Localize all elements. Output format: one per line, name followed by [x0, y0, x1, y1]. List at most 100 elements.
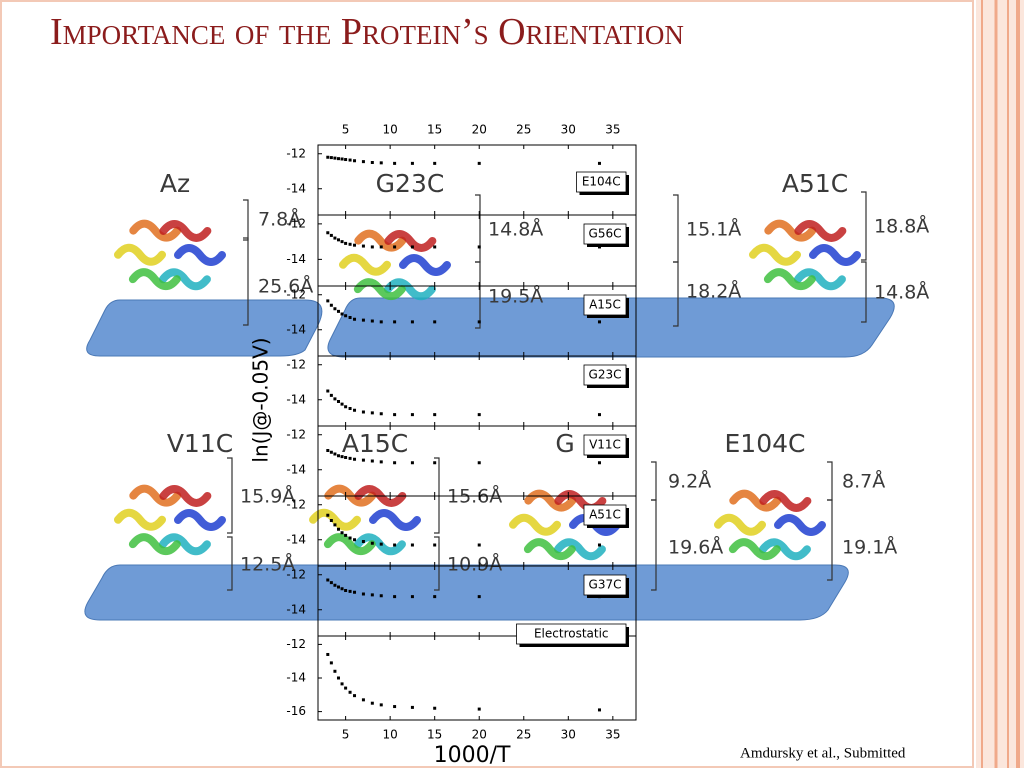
- protein-ribbon: [809, 244, 861, 266]
- distance-bracket: [673, 261, 679, 327]
- data-point: [361, 698, 365, 702]
- label-box: [583, 294, 627, 316]
- data-point: [353, 457, 357, 461]
- data-point: [379, 320, 383, 324]
- data-point: [336, 676, 340, 680]
- label-box: [516, 623, 627, 645]
- x-tick-label: 35: [605, 728, 620, 742]
- distance-bracket: [475, 261, 481, 329]
- distance-label: 25.6Å: [258, 275, 313, 298]
- protein-ribbon: [158, 533, 211, 556]
- data-point: [477, 595, 481, 599]
- protein-ribbon: [728, 538, 781, 561]
- data-point: [333, 669, 337, 673]
- data-point: [348, 158, 352, 162]
- data-point: [329, 156, 333, 160]
- data-point: [361, 458, 365, 462]
- data-point: [410, 413, 414, 417]
- protein-ribbon: [369, 509, 421, 531]
- data-point: [433, 320, 437, 324]
- y-tick-label: -14: [286, 252, 306, 266]
- data-point: [379, 161, 383, 165]
- protein-name: A15C: [342, 429, 408, 458]
- label-box: [583, 223, 627, 245]
- distance-bracket: [861, 191, 867, 261]
- data-point: [410, 543, 414, 547]
- data-point: [326, 299, 330, 303]
- platform: [327, 297, 895, 358]
- data-point: [353, 538, 357, 542]
- protein-name: G23C: [376, 169, 445, 198]
- distance-label: 19.1Å: [842, 536, 897, 559]
- data-point: [340, 402, 344, 406]
- data-point: [477, 707, 481, 711]
- data-point: [433, 706, 437, 710]
- x-tick-label: 30: [561, 123, 576, 137]
- data-point: [336, 309, 340, 313]
- panel-label: G23C: [589, 368, 622, 382]
- data-point: [393, 245, 397, 249]
- distance-label: 15.9Å: [240, 485, 295, 508]
- panel-label: G37C: [589, 578, 622, 592]
- data-point: [393, 461, 397, 465]
- protein-illustration: Az 7.8Å 25.6Å G23C 14.8Å 19.5Å A51C 15.1Å 18.2Å 1…: [84, 169, 929, 621]
- data-point: [344, 241, 348, 245]
- data-point: [340, 682, 344, 686]
- protein-ribbon: [159, 484, 212, 507]
- y-tick-label: -14: [286, 671, 306, 685]
- protein-ribbon: [174, 509, 226, 531]
- data-point: [433, 461, 437, 465]
- x-tick-label: 25: [516, 728, 531, 742]
- distance-label: 9.2Å: [668, 470, 711, 493]
- y-tick-label: -12: [286, 637, 306, 651]
- x-tick-label: 5: [342, 123, 350, 137]
- protein-ribbon: [309, 508, 362, 531]
- data-point: [379, 460, 383, 464]
- distance-bracket: [227, 457, 233, 534]
- data-point: [361, 540, 365, 543]
- y-tick-label: -14: [286, 392, 306, 406]
- y-tick-label: -16: [286, 704, 306, 718]
- panel-label: G56C: [589, 227, 622, 241]
- protein-name: G: [555, 429, 574, 458]
- distance-bracket: [827, 461, 833, 501]
- data-point: [379, 542, 383, 546]
- data-point: [329, 661, 333, 665]
- data-point: [340, 312, 344, 316]
- data-point: [326, 231, 330, 235]
- data-point: [336, 400, 340, 403]
- protein-ribbon: [129, 484, 182, 507]
- slide-title: Importance of the Protein’s Orientation: [50, 11, 684, 53]
- data-point: [410, 161, 414, 165]
- x-tick-label: 15: [427, 123, 442, 137]
- data-point: [333, 452, 337, 456]
- platform: [84, 564, 849, 621]
- data-point: [353, 694, 357, 698]
- y-tick-label: -12: [286, 287, 306, 301]
- data-point: [348, 690, 352, 694]
- protein-ribbon: [323, 533, 376, 556]
- y-tick-label: -12: [286, 427, 306, 441]
- data-point: [326, 389, 330, 393]
- data-point: [597, 708, 601, 712]
- protein-ribbon: [729, 489, 782, 512]
- data-point: [361, 410, 365, 414]
- protein-ribbon: [553, 538, 606, 561]
- data-point: [353, 317, 357, 321]
- data-point: [433, 595, 437, 599]
- protein-ribbon: [399, 254, 451, 276]
- platform: [86, 299, 323, 357]
- protein-name: E104C: [725, 429, 806, 458]
- data-point: [597, 413, 601, 417]
- x-tick-label: 35: [605, 123, 620, 137]
- distance-bracket: [827, 499, 833, 581]
- protein-name: Az: [160, 169, 190, 198]
- panel-label: V11C: [589, 438, 621, 452]
- protein-ribbon: [509, 513, 562, 536]
- data-point: [433, 161, 437, 165]
- protein-ribbon: [523, 538, 576, 561]
- data-point: [597, 161, 601, 165]
- x-axis-label: 1000/T: [434, 743, 511, 768]
- data-point: [370, 701, 374, 705]
- data-point: [348, 407, 352, 410]
